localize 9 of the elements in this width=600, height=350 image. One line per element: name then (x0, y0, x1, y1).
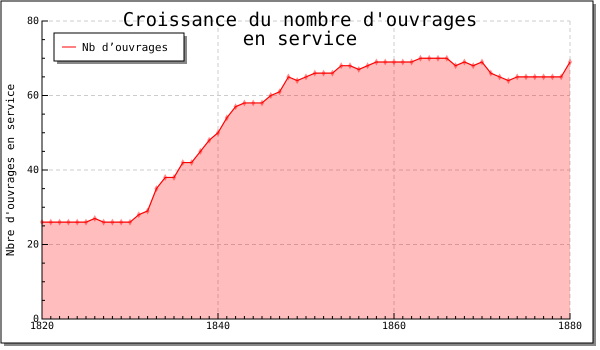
legend-label: Nb d’ouvrages (82, 41, 168, 54)
y-axis-title: Nbre d'ouvrages en service (4, 84, 17, 256)
x-tick-label: 1840 (206, 321, 230, 332)
y-tick-label: 40 (26, 165, 39, 176)
x-tick-label: 1860 (382, 321, 406, 332)
x-tick-label: 1880 (558, 321, 582, 332)
y-tick-label: 20 (26, 240, 39, 251)
y-tick-label: 60 (26, 90, 39, 102)
y-tick-label: 80 (26, 16, 39, 28)
